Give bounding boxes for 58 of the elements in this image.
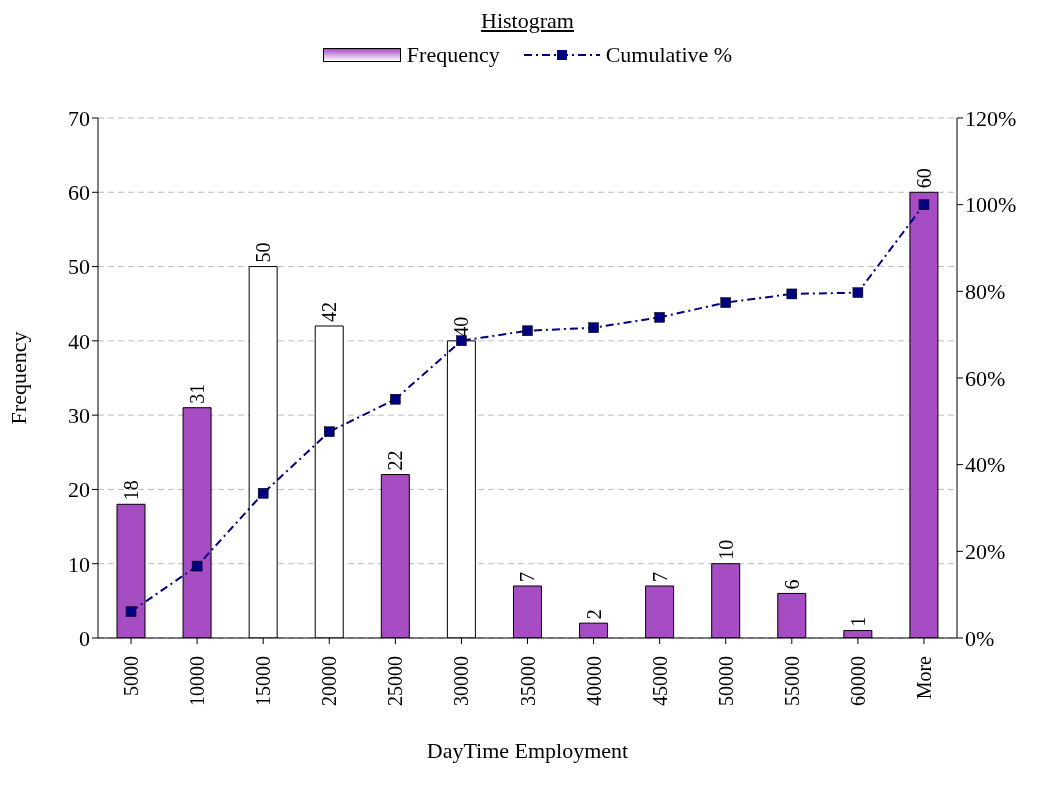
x-tick-label: 20000 — [318, 656, 341, 706]
y2-tick-label: 0% — [965, 625, 995, 651]
data-label: 2 — [582, 609, 605, 620]
data-label: 6 — [780, 579, 803, 590]
y2-tick-label: 80% — [965, 279, 1006, 305]
point — [654, 312, 665, 323]
data-label: 7 — [648, 572, 671, 582]
x-tick-label: 50000 — [714, 656, 737, 706]
point — [588, 322, 599, 333]
y-tick-label: 40 — [68, 328, 90, 354]
data-label: 40 — [450, 316, 473, 337]
chart-title: Histogram — [480, 8, 575, 34]
point — [125, 606, 137, 617]
data-label: 1 — [846, 616, 869, 627]
point — [390, 393, 401, 405]
x-tick-label: 30000 — [450, 656, 473, 706]
point — [720, 297, 731, 308]
data-label: 50 — [252, 242, 275, 263]
point — [852, 287, 864, 298]
data-label: 22 — [384, 450, 407, 471]
y-tick-label: 20 — [68, 477, 90, 503]
legend-label: Cumulative % — [605, 42, 733, 68]
x-tick-label: 5000 — [120, 656, 143, 696]
y-tick-label: 60 — [68, 180, 90, 206]
x-tick-label: 25000 — [384, 656, 407, 706]
y2-tick-label: 120% — [965, 105, 1017, 131]
legend-label: Frequency — [406, 42, 500, 68]
x-tick-label: 10000 — [186, 656, 209, 706]
y2-tick-label: 40% — [965, 452, 1006, 478]
data-label: 31 — [186, 383, 209, 404]
data-label: 42 — [318, 302, 341, 322]
point — [257, 488, 269, 499]
data-label: 10 — [714, 539, 737, 560]
y2-tick-label: 60% — [965, 365, 1006, 391]
point — [786, 288, 798, 300]
x-tick-label: 35000 — [516, 656, 539, 706]
data-label: 60 — [912, 168, 935, 189]
y2-tick-label: 100% — [965, 192, 1017, 218]
point — [191, 560, 203, 572]
x-tick-label: 40000 — [582, 656, 605, 706]
point — [522, 325, 533, 337]
y-tick-label: 10 — [68, 551, 90, 577]
point — [324, 426, 335, 437]
x-tick-label: 45000 — [648, 656, 671, 706]
data-label: 7 — [516, 572, 539, 582]
x-tick-label: 55000 — [780, 656, 803, 706]
y2-tick-label: 20% — [965, 539, 1006, 565]
y-tick-label: 0 — [79, 625, 90, 651]
x-tick-label: 15000 — [252, 656, 275, 706]
y-tick-label: 30 — [68, 402, 90, 428]
point — [918, 199, 930, 210]
y-axis-title: Frequency — [5, 331, 31, 425]
y-tick-label: 50 — [68, 254, 90, 280]
x-tick-label: 60000 — [846, 656, 869, 706]
x-axis-title: DayTime Employment — [426, 738, 629, 763]
data-label: 18 — [120, 480, 142, 501]
x-tick-label: More — [912, 655, 935, 700]
y-tick-label: 70 — [68, 105, 90, 131]
